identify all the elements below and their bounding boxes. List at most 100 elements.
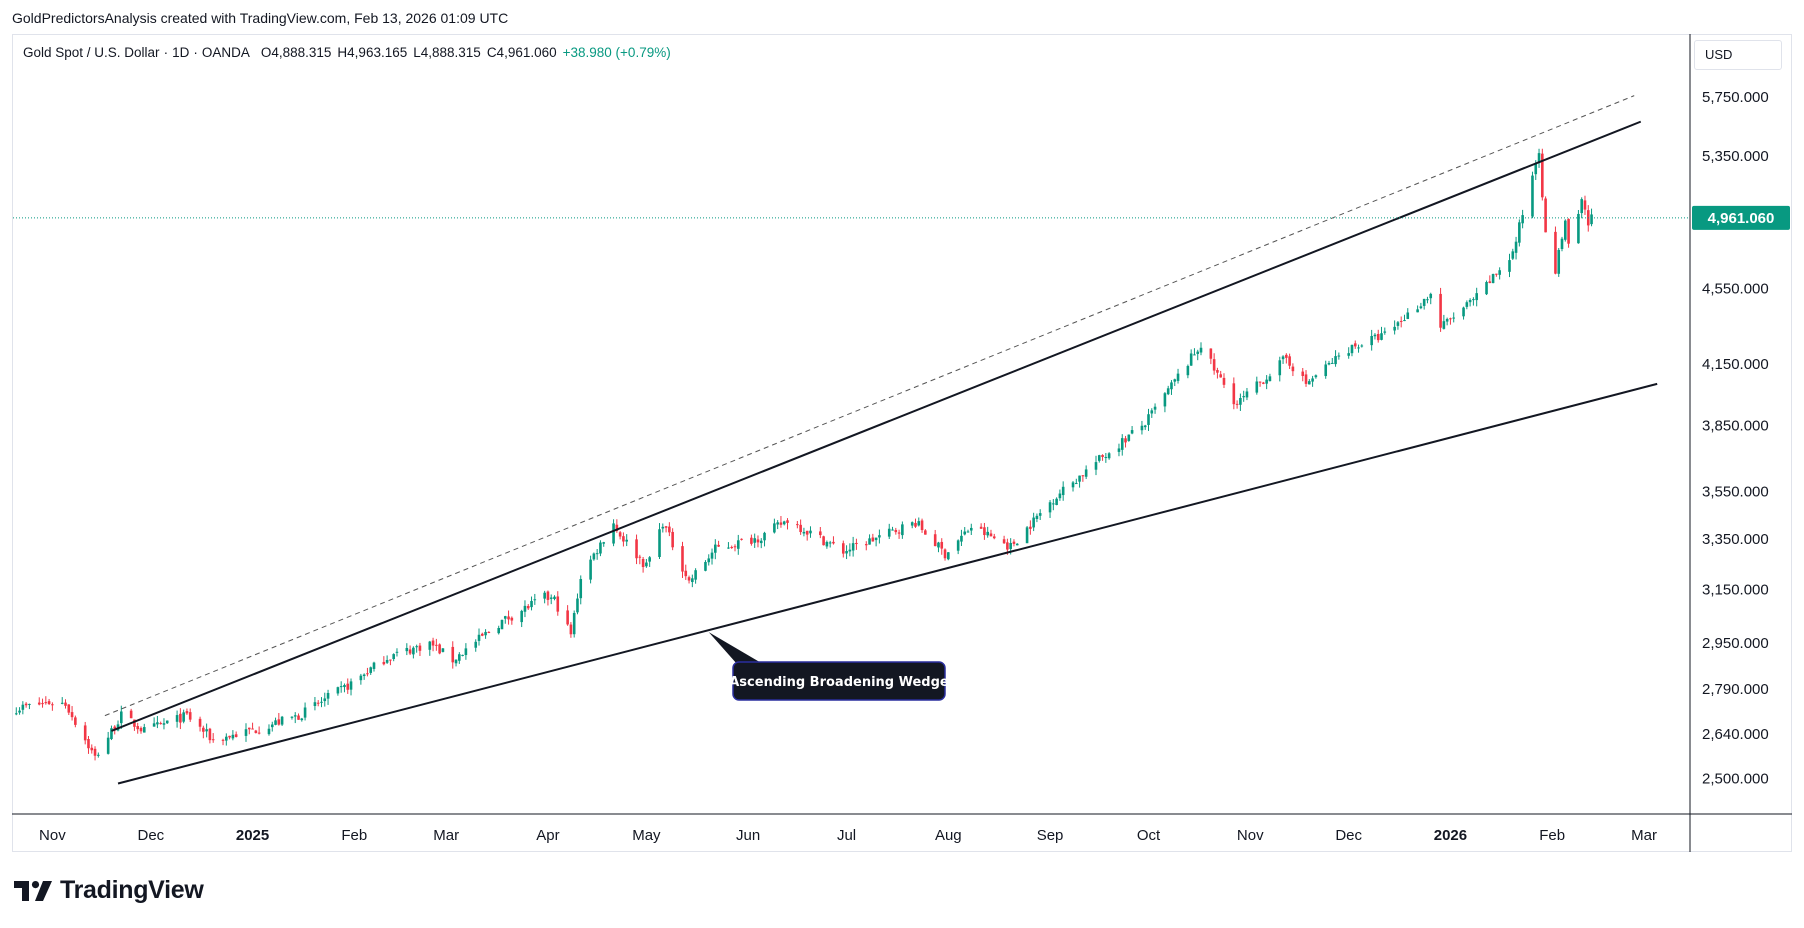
candle-body — [142, 727, 146, 733]
candle-body — [1117, 448, 1121, 452]
candle-body — [185, 711, 189, 714]
candle-body — [326, 692, 330, 699]
candle-body — [234, 734, 238, 737]
candle-body — [1038, 513, 1042, 516]
candle-body — [323, 698, 327, 702]
candle-body — [136, 726, 140, 730]
candle-body — [1468, 299, 1472, 303]
candle-body — [37, 702, 41, 705]
candle-body — [87, 739, 90, 749]
annotation-box — [732, 661, 946, 701]
candle-body — [451, 646, 455, 663]
candle-body — [1163, 393, 1167, 407]
candle-body — [1324, 364, 1328, 377]
candle-body — [717, 544, 720, 547]
symbol-exchange: OANDA — [201, 45, 250, 60]
candle-body — [773, 523, 776, 533]
candle-body — [51, 704, 54, 706]
candle-body — [1166, 388, 1170, 395]
candle-body — [435, 644, 438, 646]
candle-body — [602, 542, 606, 544]
candle-body — [1035, 515, 1039, 519]
candle-body — [385, 659, 389, 663]
candle-body — [910, 522, 914, 526]
candle-body — [412, 647, 415, 655]
candle-body — [622, 536, 625, 542]
candle-body — [1104, 456, 1108, 458]
candle-body — [1209, 348, 1213, 359]
candle-body — [67, 704, 71, 713]
candle-body — [566, 610, 569, 625]
candle-body — [1055, 498, 1058, 506]
candle-body — [1491, 274, 1495, 284]
symbol-legend[interactable]: Gold Spot / U.S. Dollar · 1D · OANDA O4,888.… — [23, 45, 677, 60]
time-tick-label: 2025 — [236, 827, 269, 844]
candle-body — [897, 532, 901, 534]
candle-body — [1337, 355, 1341, 357]
candle-body — [1396, 322, 1400, 326]
candle-body — [1048, 502, 1052, 513]
symbol-name[interactable]: Gold Spot / U.S. Dollar — [23, 45, 160, 60]
candle-body — [799, 524, 802, 533]
candle-body — [198, 718, 202, 727]
candle-body — [28, 703, 31, 705]
candle-body — [1350, 344, 1354, 354]
high-value: H4,963.165 — [337, 45, 408, 60]
candle-body — [408, 649, 412, 654]
candle-body — [648, 557, 651, 562]
candle-body — [372, 662, 376, 669]
candle-body — [510, 617, 514, 621]
time-tick-label: Dec — [1335, 827, 1362, 844]
candle-body — [1498, 270, 1501, 275]
time-tick-label: Mar — [433, 827, 459, 844]
candle-body — [1567, 219, 1570, 244]
price-tick-label: 3,850.000 — [1702, 417, 1769, 434]
candle-body — [1140, 425, 1144, 431]
candle-body — [1452, 317, 1456, 319]
candle-body — [18, 710, 21, 713]
candle-body — [1193, 354, 1196, 356]
candle-body — [684, 570, 688, 577]
candle-body — [753, 538, 756, 543]
candle-body — [244, 729, 248, 736]
candle-body — [599, 542, 602, 554]
time-tick-label: Apr — [536, 827, 559, 844]
candle-body — [1258, 381, 1262, 383]
tradingview-logo[interactable]: TradingView — [14, 876, 204, 905]
candle-body — [336, 687, 340, 694]
candle-body — [947, 552, 950, 560]
candle-body — [796, 524, 799, 526]
candle-body — [1186, 365, 1190, 376]
candle-body — [1173, 379, 1177, 382]
candle-body — [553, 596, 556, 600]
candle-body — [641, 558, 645, 568]
price-tick-label: 2,790.000 — [1702, 681, 1769, 698]
candle-body — [1521, 215, 1524, 224]
candle-body — [1537, 153, 1541, 164]
candle-body — [786, 520, 789, 523]
price-tick-label: 5,750.000 — [1702, 89, 1769, 106]
candle-body — [1554, 231, 1557, 274]
candle-body — [848, 549, 852, 552]
last-price-badge — [1692, 205, 1790, 230]
candle-body — [392, 654, 395, 660]
candle-body — [572, 612, 576, 635]
candle-body — [733, 546, 737, 548]
currency-selector[interactable]: USD — [1694, 40, 1782, 70]
candle-body — [759, 540, 763, 544]
candle-body — [70, 712, 74, 718]
candle-body — [1107, 453, 1111, 459]
candle-body — [943, 549, 947, 559]
tradingview-logo-text: TradingView — [60, 876, 204, 904]
candle-body — [546, 591, 550, 600]
annotation-pointer — [708, 632, 763, 664]
candle-body — [97, 754, 100, 756]
change-value: +38.980 (+0.79%) — [562, 45, 671, 60]
candle-body — [750, 537, 753, 544]
trendline-lower — [117, 382, 1658, 785]
candle-body — [691, 578, 694, 583]
price-tick-label: 5,350.000 — [1702, 148, 1769, 165]
candle-body — [484, 631, 487, 636]
candle-body — [1278, 360, 1282, 376]
